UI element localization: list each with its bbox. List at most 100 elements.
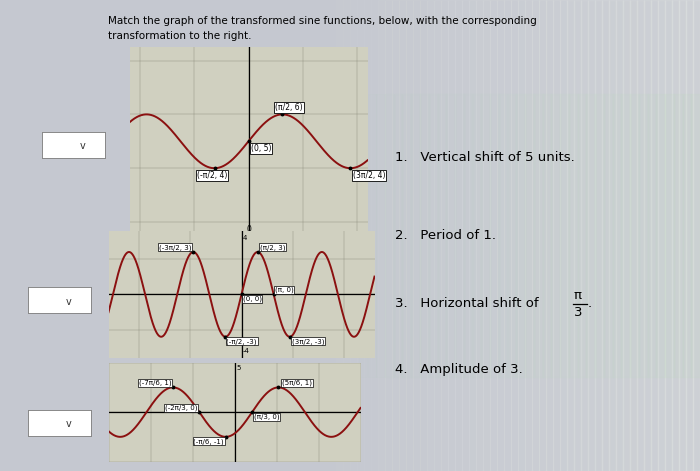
Bar xyxy=(448,0,455,471)
Bar xyxy=(682,94,692,377)
Text: 1.   Vertical shift of 5 units.: 1. Vertical shift of 5 units. xyxy=(395,151,575,164)
Text: (3π/2, -3): (3π/2, -3) xyxy=(292,338,324,345)
Bar xyxy=(539,0,546,471)
Bar xyxy=(578,94,587,377)
Bar xyxy=(672,0,679,471)
Text: (π/2, 3): (π/2, 3) xyxy=(260,244,285,251)
Text: 5: 5 xyxy=(236,365,241,371)
Text: v: v xyxy=(66,297,72,307)
Bar xyxy=(587,94,595,377)
Text: (3π/2, 4): (3π/2, 4) xyxy=(353,171,385,180)
Bar xyxy=(420,94,428,377)
Bar xyxy=(603,94,612,377)
Bar xyxy=(358,94,368,377)
Bar xyxy=(588,0,595,471)
Bar xyxy=(378,0,385,471)
Bar xyxy=(560,0,567,471)
Bar xyxy=(412,94,420,377)
Bar xyxy=(665,94,673,377)
Bar xyxy=(301,0,308,471)
Bar xyxy=(568,94,578,377)
Bar xyxy=(581,0,588,471)
Bar xyxy=(392,0,399,471)
Bar xyxy=(630,94,638,377)
Text: (0, 0): (0, 0) xyxy=(242,296,262,302)
Bar xyxy=(595,94,603,377)
Bar xyxy=(657,94,665,377)
Text: 3.   Horizontal shift of: 3. Horizontal shift of xyxy=(395,297,543,310)
Text: .: . xyxy=(588,297,592,310)
Text: 0: 0 xyxy=(246,225,251,234)
Bar xyxy=(490,0,497,471)
Bar xyxy=(553,0,560,471)
Bar xyxy=(546,0,553,471)
Bar xyxy=(612,94,622,377)
Bar xyxy=(651,0,658,471)
Bar xyxy=(504,0,511,471)
Bar xyxy=(455,0,462,471)
Bar xyxy=(287,0,294,471)
Text: (π/3, 0): (π/3, 0) xyxy=(254,414,279,420)
Bar xyxy=(413,0,420,471)
Bar xyxy=(518,0,525,471)
Text: (π/2, 6): (π/2, 6) xyxy=(275,103,303,112)
Bar xyxy=(294,0,301,471)
Bar xyxy=(441,0,448,471)
Bar xyxy=(616,0,623,471)
Bar xyxy=(385,94,393,377)
Bar xyxy=(542,94,552,377)
Bar xyxy=(473,94,482,377)
Text: transformation to the right.: transformation to the right. xyxy=(108,31,252,41)
Bar xyxy=(462,0,469,471)
Bar xyxy=(336,0,343,471)
Bar xyxy=(469,0,476,471)
Bar xyxy=(630,0,637,471)
Bar xyxy=(455,94,463,377)
Bar xyxy=(508,94,517,377)
Text: -4: -4 xyxy=(243,348,250,354)
Text: (0, 5): (0, 5) xyxy=(251,144,271,153)
Text: π: π xyxy=(574,289,582,302)
Bar xyxy=(658,0,665,471)
Bar xyxy=(483,0,490,471)
Bar xyxy=(371,0,378,471)
Bar xyxy=(622,94,630,377)
Bar xyxy=(517,94,525,377)
Text: Match the graph of the transformed sine functions, below, with the corresponding: Match the graph of the transformed sine … xyxy=(108,16,538,26)
Bar xyxy=(637,0,644,471)
Bar xyxy=(399,0,406,471)
Bar xyxy=(406,0,413,471)
Bar xyxy=(420,0,427,471)
Bar xyxy=(693,0,700,471)
Bar xyxy=(463,94,473,377)
Bar xyxy=(377,94,385,377)
Bar xyxy=(525,94,533,377)
Text: v: v xyxy=(80,141,86,151)
Bar xyxy=(644,0,651,471)
Bar xyxy=(525,0,532,471)
Bar xyxy=(532,0,539,471)
Text: (π, 0): (π, 0) xyxy=(274,286,293,293)
Bar xyxy=(638,94,648,377)
Bar xyxy=(552,94,560,377)
Bar xyxy=(686,0,693,471)
Text: 4: 4 xyxy=(243,235,247,241)
Bar xyxy=(343,0,350,471)
Text: (-π/6, -1): (-π/6, -1) xyxy=(193,438,224,445)
Bar xyxy=(428,94,438,377)
Text: (5π/6, 1): (5π/6, 1) xyxy=(282,380,312,386)
Bar xyxy=(574,0,581,471)
Bar xyxy=(482,94,490,377)
Bar xyxy=(673,94,682,377)
Bar xyxy=(602,0,609,471)
Bar xyxy=(497,0,504,471)
Text: 2.   Period of 1.: 2. Period of 1. xyxy=(395,229,496,242)
Bar xyxy=(692,94,700,377)
Bar xyxy=(322,0,329,471)
Text: (-3π/2, 3): (-3π/2, 3) xyxy=(159,244,191,251)
Text: (-7π/6, 1): (-7π/6, 1) xyxy=(139,380,172,386)
Bar xyxy=(447,94,455,377)
Bar xyxy=(679,0,686,471)
Bar xyxy=(364,0,371,471)
Bar xyxy=(393,94,402,377)
